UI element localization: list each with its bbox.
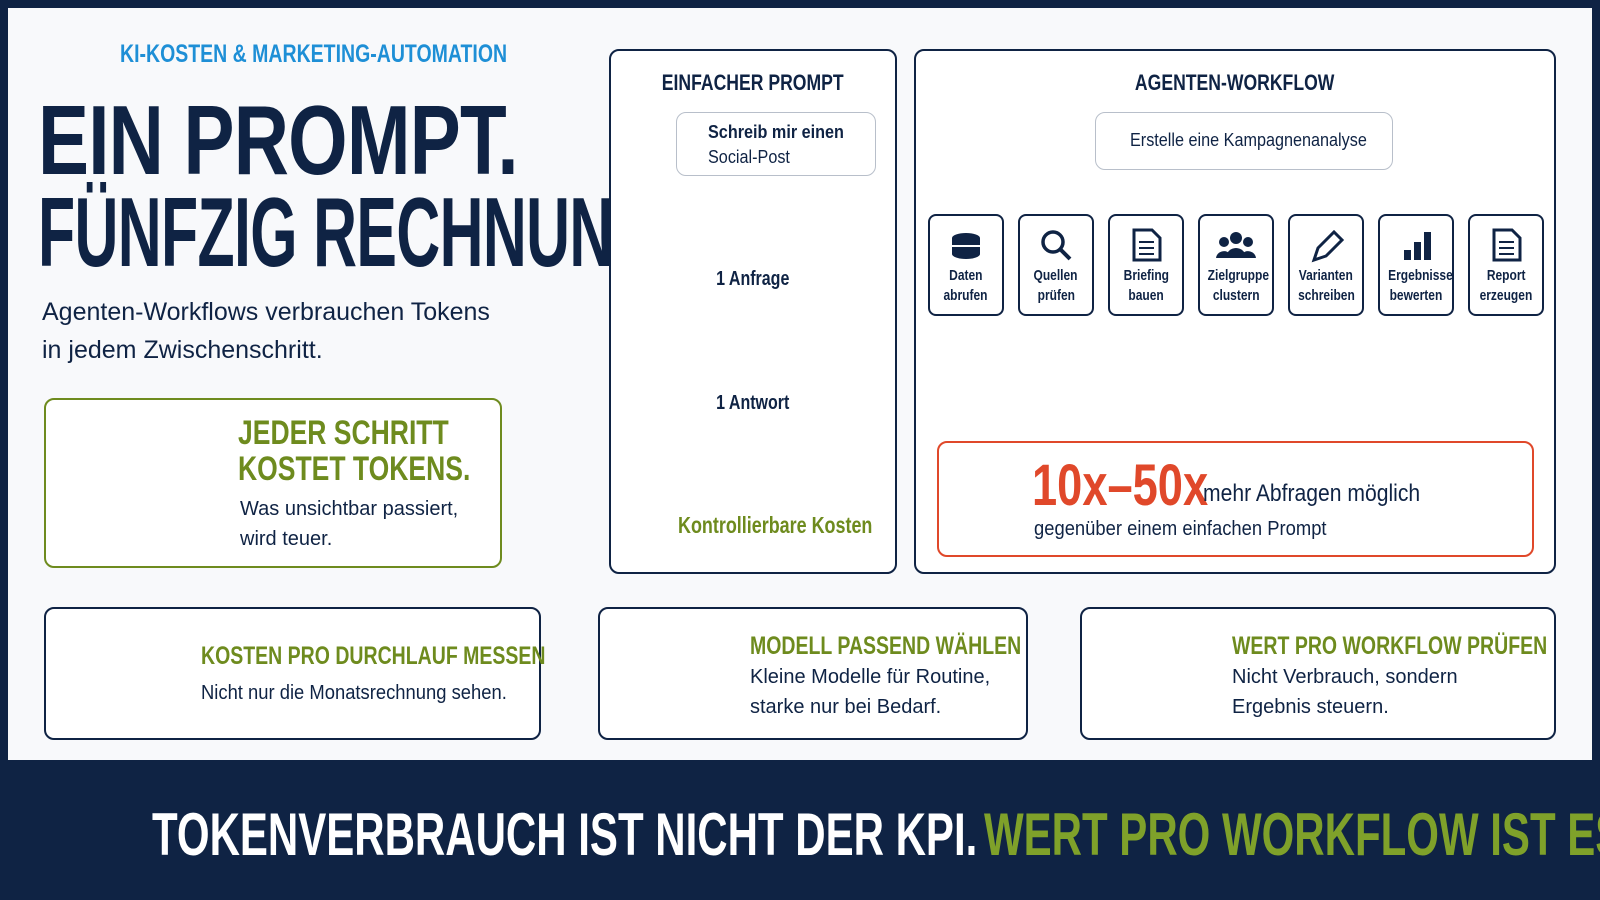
prompt-text: Social-Post (708, 147, 790, 167)
request: 1 Anfrage (716, 268, 790, 290)
tip-text: Nicht Verbrauch, sondern (1232, 666, 1458, 688)
step-label: Varianten (1298, 267, 1354, 284)
footer-right: WERT PRO WORKFLOW IST ES. (984, 801, 1600, 868)
step-box: Zielgruppe clustern (1198, 214, 1274, 316)
step-label: abrufen (943, 287, 988, 304)
step-label: bauen (1128, 287, 1164, 304)
callout-text: Was unsichtbar passiert, (240, 498, 459, 520)
tip-text: Nicht nur die Monatsrechnung sehen. (201, 682, 507, 704)
step-label: Quellen (1033, 267, 1078, 284)
step-icon (1132, 228, 1162, 262)
tip-text: starke nur bei Bedarf. (750, 696, 942, 718)
step-label: clustern (1212, 287, 1260, 304)
step-label: erzeugen (1479, 287, 1533, 304)
step-label: Ergebnisse (1388, 267, 1453, 284)
step-icon (1404, 232, 1431, 260)
svg-text:?: ? (651, 125, 668, 156)
callout-text: wird teuer. (240, 528, 333, 550)
step-label: schreiben (1297, 287, 1355, 304)
svg-text:?: ? (1068, 123, 1085, 154)
svg-text:+: + (1461, 362, 1475, 389)
step-box: Report erzeugen (1468, 214, 1544, 316)
step-label: Daten (949, 267, 983, 284)
multiplier: 10x–50x (1032, 453, 1209, 518)
kicker: KI-KOSTEN & MARKETING-AUTOMATION (120, 40, 508, 68)
prompt-bubble (676, 112, 876, 176)
headline: EIN PROMPT. (38, 85, 519, 195)
tip-title: KOSTEN PRO DURCHLAUF MESSEN (201, 642, 546, 670)
step-tokens: + (1313, 262, 1385, 394)
step-tokens: + (953, 262, 1025, 394)
panel-title: EINFACHER PROMPT (662, 70, 844, 95)
svg-text:+: + (1281, 362, 1295, 389)
step-label: prüfen (1037, 287, 1075, 304)
callout-title: KOSTET TOKENS. (238, 450, 471, 488)
subtitle: Agenten-Workflows verbrauchen Tokens (42, 298, 490, 326)
subtitle: in jedem Zwischenschritt. (42, 336, 323, 364)
svg-text:+: + (1011, 362, 1025, 389)
result-subtext: gegenüber einem einfachen Prompt (1034, 518, 1327, 540)
step-box: Briefing bauen (1108, 214, 1184, 316)
step-icon (1041, 230, 1072, 261)
step-tokens: + (1133, 262, 1205, 394)
step-label: Report (1486, 267, 1526, 284)
step-icon (1216, 232, 1256, 258)
tip-text: Kleine Modelle für Routine, (750, 666, 991, 688)
step-tokens (1493, 325, 1519, 394)
panel-title: AGENTEN-WORKFLOW (1135, 70, 1335, 95)
tip-box (1080, 607, 1556, 740)
svg-text:+: + (1371, 362, 1385, 389)
step-label: Zielgruppe (1207, 267, 1270, 284)
tip-text: Ergebnis steuern. (1232, 696, 1389, 718)
step-box: Daten abrufen (928, 214, 1004, 316)
callout-title: JEDER SCHRITT (238, 414, 449, 452)
step-icon (1311, 229, 1345, 263)
step-box: Quellen prüfen (1018, 214, 1094, 316)
prompt-text: Erstelle eine Kampagnenanalyse (1130, 130, 1367, 150)
step-box: Varianten schreiben (1288, 214, 1364, 316)
tip-title: MODELL PASSEND WÄHLEN (750, 632, 1022, 660)
step-icon (952, 233, 980, 259)
step-box: Ergebnisse bewerten (1378, 214, 1454, 316)
prompt-bubble (1095, 112, 1393, 170)
result-text: mehr Abfragen möglich (1203, 480, 1421, 507)
step-tokens: + (1043, 262, 1115, 394)
prompt-text: Schreib mir einen (708, 122, 844, 142)
tip-title: WERT PRO WORKFLOW PRÜFEN (1232, 632, 1548, 660)
svg-text:+: + (1101, 362, 1115, 389)
svg-text:+: + (1191, 362, 1205, 389)
step-tokens: + (1403, 262, 1475, 394)
step-label: Briefing (1123, 267, 1169, 284)
result-box (937, 441, 1534, 557)
answer: 1 Antwort (716, 392, 790, 414)
footer-left: TOKENVERBRAUCH IST NICHT DER KPI. (152, 801, 978, 868)
step-icon (1492, 228, 1522, 262)
step-tokens: + (1223, 262, 1295, 394)
step-label: bewerten (1389, 287, 1443, 304)
simple-footer: Kontrollierbare Kosten (678, 512, 873, 538)
tip-box (44, 607, 541, 740)
